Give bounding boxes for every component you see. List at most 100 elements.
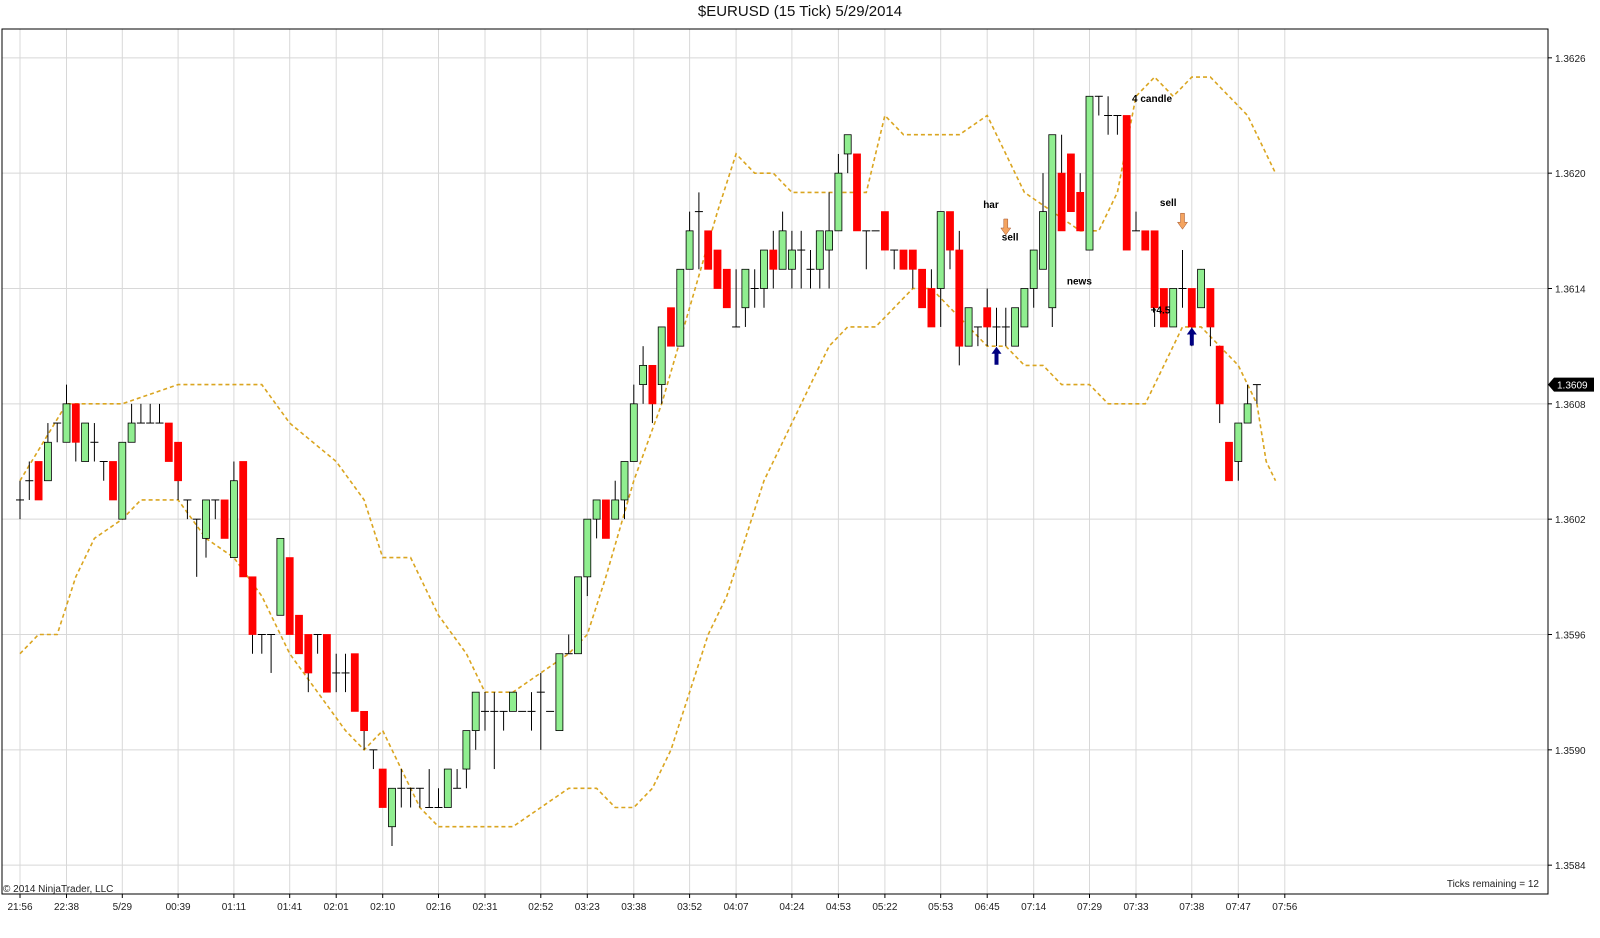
candle-body-down: [1206, 288, 1215, 328]
x-tick-label: 02:16: [426, 902, 451, 913]
candle: [304, 634, 313, 693]
candle-body-up: [1169, 288, 1178, 328]
plot-frame: [1, 28, 1549, 895]
candle: [164, 422, 173, 462]
candle-body-down: [239, 461, 248, 578]
candle-body-down: [220, 499, 229, 539]
annotation-label: news: [1067, 277, 1092, 288]
candle-body-up: [462, 730, 471, 770]
candle: [1067, 153, 1075, 213]
candle-body-up: [592, 499, 601, 520]
candle-body-down: [927, 288, 936, 328]
candle: [574, 576, 582, 655]
candle: [778, 211, 787, 270]
candle: [1225, 441, 1233, 482]
candle: [908, 249, 917, 289]
candle: [1197, 268, 1205, 309]
candle-body-down: [899, 249, 908, 270]
candle-body-down: [713, 249, 722, 289]
candle: [815, 230, 824, 289]
candle-body-down: [295, 614, 303, 655]
candle-body-down: [908, 249, 917, 270]
candle: [1020, 288, 1029, 328]
last-price-label: 1.3609: [1557, 381, 1588, 392]
candle-body-up: [815, 230, 824, 270]
candle-body-up: [1011, 307, 1019, 347]
candle: [1048, 134, 1057, 327]
candle-body-down: [946, 211, 954, 251]
candle: [425, 769, 434, 808]
candle-body-up: [276, 537, 285, 616]
y-tick-label: 1.3596: [1555, 631, 1586, 642]
candle-body-down: [648, 364, 657, 405]
candle: [881, 211, 889, 251]
candle-body-up: [1234, 422, 1243, 462]
candle: [797, 230, 806, 289]
x-tick-label: 05:22: [872, 902, 897, 913]
candle: [564, 634, 573, 655]
candle-body-down: [881, 211, 889, 251]
candle-body-down: [285, 557, 294, 635]
candle: [109, 461, 117, 501]
candle-body-down: [1225, 441, 1233, 482]
candle: [992, 307, 1001, 347]
candle-body-down: [722, 268, 731, 309]
candle: [555, 653, 564, 732]
candle-body-up: [1020, 288, 1029, 328]
candle: [1104, 96, 1113, 135]
candle: [332, 653, 341, 693]
candle-body-down: [602, 499, 610, 539]
candle: [174, 441, 183, 500]
last-price-marker: 1.3609: [1548, 377, 1594, 392]
candle-body-down: [918, 268, 926, 309]
candle: [583, 518, 592, 597]
candle-body-up: [629, 403, 638, 462]
candle-body-down: [1141, 230, 1150, 251]
candle: [508, 691, 517, 712]
buy-arrow-icon: [1186, 327, 1197, 346]
candle: [1252, 384, 1261, 404]
sell-arrow-icon: [1000, 218, 1012, 236]
candle: [155, 403, 164, 424]
candle: [276, 537, 285, 616]
candle-body-up: [44, 441, 52, 482]
candle-body-down: [164, 422, 173, 462]
candle: [146, 403, 155, 424]
candle: [685, 211, 694, 270]
x-tick-label: 07:29: [1077, 902, 1102, 913]
candle: [1243, 384, 1252, 424]
candle: [825, 192, 833, 289]
candle: [1094, 95, 1103, 116]
candle-body-down: [769, 249, 778, 270]
candle: [946, 211, 954, 270]
candle: [1057, 134, 1066, 232]
candle: [1132, 211, 1140, 232]
candle: [81, 422, 89, 462]
annotation-label: sell: [1002, 232, 1019, 243]
candle: [16, 480, 24, 520]
sell-arrow-icon: [1177, 212, 1188, 230]
x-tick-label: 02:31: [472, 902, 497, 913]
candle: [1169, 288, 1178, 328]
candle-body-down: [983, 307, 992, 328]
candle-body-down: [667, 307, 675, 347]
y-tick-label: 1.3590: [1555, 746, 1586, 757]
candle: [760, 249, 768, 308]
axes: 1.3584 1.3590 1.3596 1.3602 1.3608 1.3614 1.36…: [1, 28, 1594, 913]
candle: [313, 634, 322, 654]
candle: [443, 768, 452, 808]
candle: [843, 134, 852, 174]
candle-body-up: [741, 268, 750, 309]
candle: [378, 768, 387, 808]
candle-body-up: [778, 230, 787, 270]
x-tick-label: 01:41: [277, 902, 302, 913]
candle: [202, 499, 210, 558]
candle-body-down: [1215, 345, 1224, 405]
candle: [973, 326, 982, 347]
candle: [1039, 173, 1047, 270]
candle: [1234, 422, 1243, 481]
x-tick-label: 22:38: [54, 902, 79, 913]
candle: [34, 461, 43, 501]
candle-body-up: [127, 422, 136, 443]
